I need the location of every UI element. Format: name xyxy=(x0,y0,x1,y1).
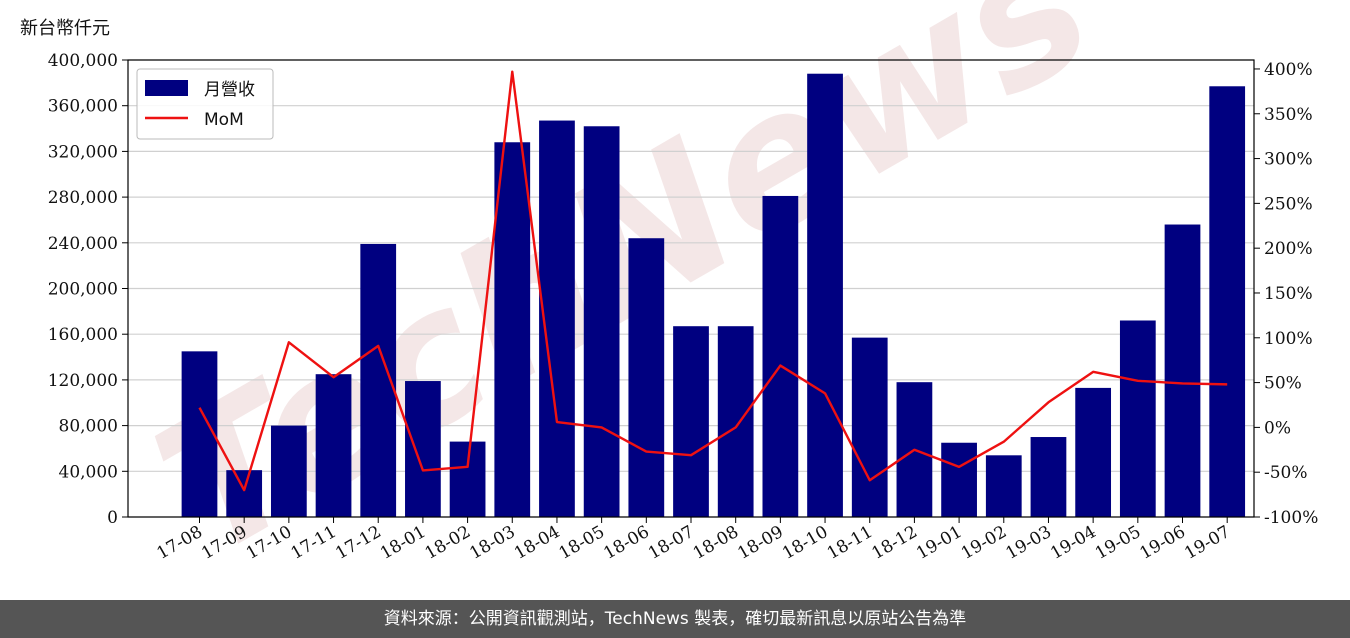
y-right-tick-label: -100% xyxy=(1264,508,1318,528)
y-left-tick-label: 0 xyxy=(107,508,118,528)
y-right-tick-label: 350% xyxy=(1264,105,1313,125)
source-footer: 資料來源：公開資訊觀測站，TechNews 製表，確切最新訊息以原站公告為準 xyxy=(0,600,1350,638)
x-tick-label: 19-01 xyxy=(913,522,965,564)
bar-19-01 xyxy=(941,442,977,517)
x-tick-label: 18-06 xyxy=(600,522,652,564)
y-left-tick-label: 80,000 xyxy=(59,417,118,437)
x-tick-label: 19-02 xyxy=(958,522,1010,564)
x-tick-label: 18-05 xyxy=(556,522,608,564)
x-tick-label: 18-12 xyxy=(868,522,920,564)
y-right-tick-label: 150% xyxy=(1264,284,1313,304)
y-right-tick-label: -50% xyxy=(1264,463,1308,483)
y-left-tick-label: 240,000 xyxy=(48,234,118,254)
y-right-tick-label: 200% xyxy=(1264,239,1313,259)
bar-17-10 xyxy=(270,425,307,517)
bar-19-06 xyxy=(1164,224,1201,517)
legend: 月營收 MoM xyxy=(136,68,274,140)
bar-19-07 xyxy=(1209,86,1246,517)
y-right-tick-label: 100% xyxy=(1264,329,1313,349)
bar-17-09 xyxy=(226,470,263,517)
mom-series xyxy=(198,70,1228,492)
x-tick-label: 18-11 xyxy=(824,522,876,564)
y-right-tick-label: 300% xyxy=(1264,150,1313,170)
x-tick-label: 18-02 xyxy=(422,522,474,564)
y-left-tick-label: 400,000 xyxy=(48,51,118,71)
x-tick-label: 18-10 xyxy=(779,522,831,564)
y-left-tick-label: 280,000 xyxy=(48,188,118,208)
bar-19-02 xyxy=(985,455,1022,517)
mom-line xyxy=(198,70,1228,492)
bar-18-03 xyxy=(494,142,531,517)
y-left-tick-label: 40,000 xyxy=(59,462,118,482)
revenue-chart: TechNews 040,00080,000120,000160,000200,… xyxy=(48,0,1319,598)
y-right-tick-label: 250% xyxy=(1264,194,1313,214)
bar-18-06 xyxy=(628,238,665,518)
x-tick-label: 18-04 xyxy=(511,522,563,564)
legend-label-mom: MoM xyxy=(204,110,244,130)
x-tick-label: 18-07 xyxy=(645,522,697,564)
y-right-tick-label: 50% xyxy=(1264,374,1302,394)
y-left-tick-label: 160,000 xyxy=(48,325,118,345)
bar-18-01 xyxy=(405,381,441,517)
y-right-tick-label: 0% xyxy=(1264,418,1291,438)
bar-19-05 xyxy=(1119,320,1156,517)
bar-18-07 xyxy=(673,326,709,517)
x-tick-label: 19-07 xyxy=(1181,522,1233,564)
bar-18-10 xyxy=(807,73,843,518)
x-tick-label: 18-08 xyxy=(690,522,742,564)
x-tick-label: 19-06 xyxy=(1137,522,1189,564)
x-tick-label: 18-03 xyxy=(466,522,518,564)
y-left-tick-label: 120,000 xyxy=(48,371,118,391)
y-axis-unit-label: 新台幣仟元 xyxy=(20,18,110,39)
x-tick-label: 19-04 xyxy=(1047,522,1099,564)
bar-19-04 xyxy=(1075,387,1112,517)
x-tick-label: 18-01 xyxy=(377,522,429,564)
bar-series xyxy=(181,73,1246,518)
y-left-tick-label: 200,000 xyxy=(48,280,118,300)
bar-18-02 xyxy=(449,441,486,517)
bar-18-11 xyxy=(851,337,888,517)
x-tick-label: 19-03 xyxy=(1003,522,1055,564)
legend-label-revenue: 月營收 xyxy=(204,80,255,100)
x-tick-label: 17-08 xyxy=(154,522,206,564)
legend-swatch-bar xyxy=(145,80,188,96)
x-tick-label: 19-05 xyxy=(1092,522,1144,564)
bar-17-11 xyxy=(315,374,352,517)
x-tick-label: 18-09 xyxy=(734,522,786,564)
bar-19-03 xyxy=(1030,437,1067,517)
bar-18-08 xyxy=(717,326,754,517)
bar-18-09 xyxy=(762,195,799,517)
bar-17-08 xyxy=(181,351,218,517)
bar-18-05 xyxy=(583,126,620,517)
y-left-tick-label: 320,000 xyxy=(48,142,118,162)
bar-18-04 xyxy=(539,120,575,518)
y-left-tick-label: 360,000 xyxy=(48,97,118,117)
y-right-tick-label: 400% xyxy=(1264,60,1313,80)
